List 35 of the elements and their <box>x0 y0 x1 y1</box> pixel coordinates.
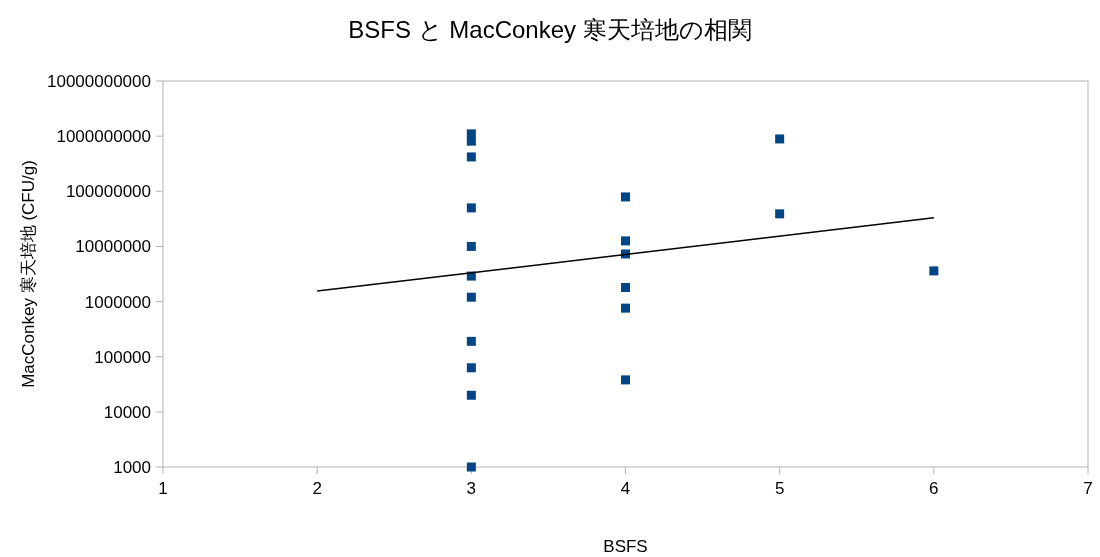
point <box>466 390 476 400</box>
point <box>775 209 785 219</box>
y-tick-label: 100000 <box>94 347 151 367</box>
point <box>466 292 476 302</box>
x-tick-label: 7 <box>1083 479 1093 498</box>
x-axis-title: BSFS <box>603 537 648 556</box>
point <box>621 375 630 385</box>
y-tick-label: 1000 <box>113 458 151 477</box>
point <box>929 266 939 276</box>
point <box>621 283 630 292</box>
x-tick-label: 5 <box>774 479 785 498</box>
point <box>621 236 630 246</box>
x-tick-label: 4 <box>620 479 631 498</box>
point <box>621 303 630 313</box>
point <box>466 336 476 346</box>
point <box>466 152 476 162</box>
x-tick-label: 6 <box>929 479 939 498</box>
chart-title: BSFS と MacConkey 寒天培地の相関 <box>348 16 752 43</box>
x-tick-label: 3 <box>466 479 477 498</box>
y-tick-label: 100000000 <box>65 182 151 202</box>
y-axis-title: MacConkey 寒天培地 (CFU/g) <box>19 160 38 388</box>
point <box>466 203 476 213</box>
y-tick-label: 1000000000 <box>56 127 151 147</box>
point <box>466 136 476 146</box>
point <box>466 241 476 251</box>
y-tick-label: 10000 <box>103 402 151 422</box>
point <box>775 134 785 144</box>
y-tick-label: 10000000 <box>75 237 151 257</box>
point <box>621 192 630 202</box>
point <box>466 363 476 373</box>
y-tick-label: 10000000000 <box>46 72 151 91</box>
y-tick-label: 1000000 <box>84 292 151 312</box>
point <box>466 462 476 472</box>
x-tick-label: 2 <box>312 479 322 498</box>
x-tick-label: 1 <box>158 479 168 498</box>
